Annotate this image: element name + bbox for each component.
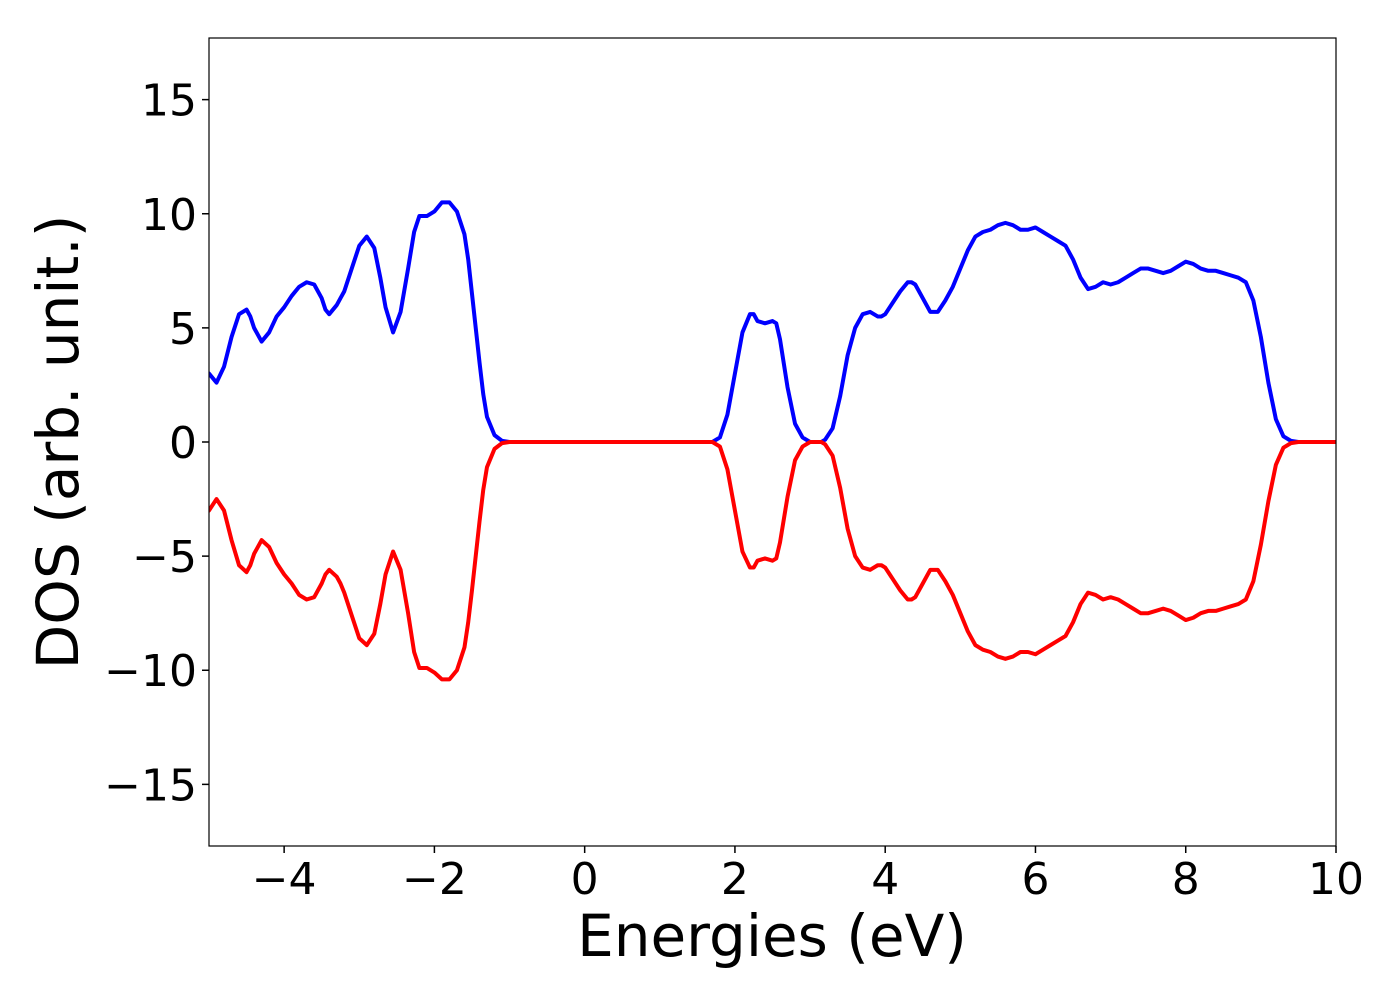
y-tick-label: 15: [141, 76, 197, 127]
y-tick-label: 10: [141, 190, 197, 241]
series-line-1: [209, 200, 1336, 444]
x-axis-label: Energies (eV): [577, 902, 967, 970]
y-tick-label: 5: [169, 304, 197, 355]
x-tick-label: 2: [721, 854, 749, 905]
y-axis-ticks: −15 −10 −5 0 5 10 15: [104, 76, 209, 811]
plot-background: [209, 38, 1336, 846]
x-tick-label: −2: [402, 854, 467, 905]
x-tick-label: 8: [1172, 854, 1200, 905]
series-line-2: [209, 440, 1336, 682]
x-axis-ticks: −4 −2 0 2 4 6 8 10: [252, 846, 1364, 905]
series-layer: [209, 200, 1336, 682]
y-tick-label: −10: [104, 646, 197, 697]
x-tick-label: 10: [1308, 854, 1364, 905]
y-tick-label: 0: [169, 418, 197, 469]
y-tick-label: −15: [104, 760, 197, 811]
x-tick-label: 4: [871, 854, 899, 905]
y-axis-label: DOS (arb. unit.): [24, 215, 92, 670]
x-tick-label: −4: [252, 854, 317, 905]
y-tick-label: −5: [132, 532, 197, 583]
x-tick-label: 6: [1021, 854, 1049, 905]
x-tick-label: 0: [571, 854, 599, 905]
